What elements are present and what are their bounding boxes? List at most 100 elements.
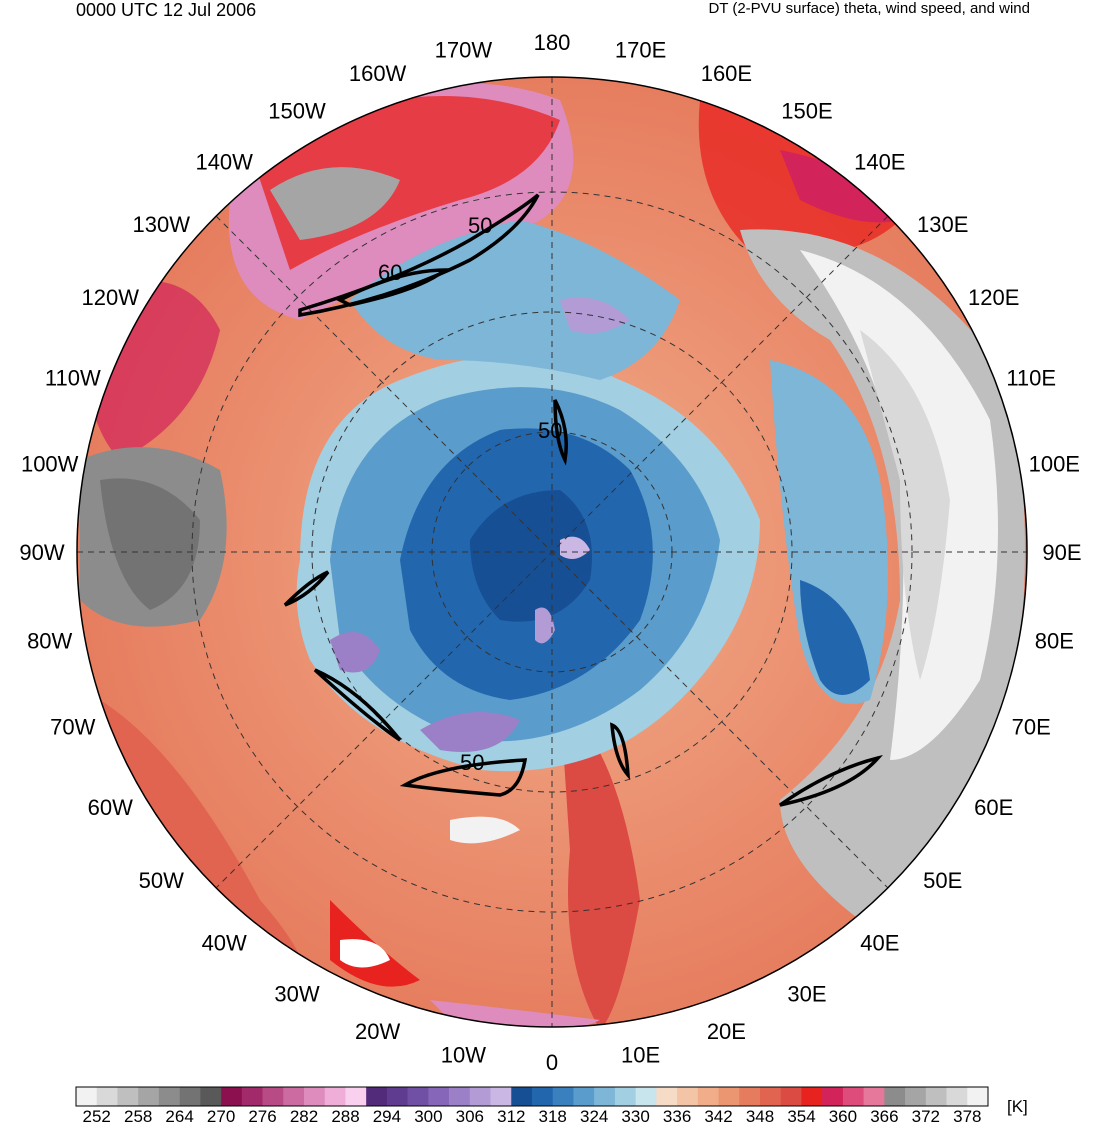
contour-label: 50 [538,418,562,443]
colorbar-swatch [221,1087,243,1106]
longitude-label: 170E [615,38,666,63]
colorbar-tick-label: 354 [787,1107,815,1126]
colorbar-swatch [760,1087,782,1106]
colorbar-swatch [262,1087,284,1106]
longitude-label: 140W [195,149,253,174]
longitude-label: 10W [441,1042,486,1067]
longitude-label: 180 [534,30,571,55]
longitude-label: 60W [88,795,133,820]
colorbar-swatch [324,1087,346,1106]
longitude-label: 60E [974,795,1013,820]
colorbar-tick-label: 318 [539,1107,567,1126]
longitude-label: 10E [621,1042,660,1067]
colorbar-swatch [697,1087,719,1106]
longitude-label: 80W [27,629,72,654]
colorbar-swatch [407,1087,429,1106]
longitude-label: 100E [1029,451,1080,476]
colorbar-tick-label: 324 [580,1107,608,1126]
longitude-label: 20W [355,1019,400,1044]
longitude-label: 140E [854,149,905,174]
longitude-label: 130E [917,212,968,237]
colorbar-swatch [884,1087,906,1106]
colorbar-swatch [304,1087,326,1106]
longitude-label: 50W [139,868,184,893]
longitude-label: 170W [435,38,493,63]
wind-speed-contours [283,193,884,807]
colorbar-swatch [200,1087,222,1106]
colorbar-swatch [780,1087,802,1106]
longitude-label: 110W [45,366,101,391]
colorbar-tick-label: 372 [912,1107,940,1126]
colorbar-tick-label: 336 [663,1107,691,1126]
colorbar-tick-label: 252 [83,1107,111,1126]
colorbar-swatch [822,1087,844,1106]
colorbar-swatch [469,1087,491,1106]
colorbar-swatch [614,1087,636,1106]
colorbar-tick-label: 378 [953,1107,981,1126]
colorbar-swatch [345,1087,367,1106]
colorbar-swatch [718,1087,740,1106]
colorbar-tick-label: 366 [870,1107,898,1126]
colorbar-tick-label: 270 [207,1107,235,1126]
colorbar-tick-label: 312 [497,1107,525,1126]
colorbar-tick-label: 330 [621,1107,649,1126]
colorbar-swatch [946,1087,968,1106]
colorbar-tick-label: 306 [456,1107,484,1126]
colorbar-swatch [76,1087,98,1106]
colorbar-swatch [677,1087,699,1106]
longitude-label: 130W [133,212,191,237]
longitude-label: 40E [860,931,899,956]
colorbar-tick-label: 282 [290,1107,318,1126]
colorbar-swatch [739,1087,761,1106]
longitude-label: 20E [707,1019,746,1044]
colorbar-unit: [K] [1007,1097,1028,1116]
contour-label: 60 [378,260,402,285]
colorbar-swatch [511,1087,533,1106]
colorbar-swatch [532,1087,554,1106]
longitude-label: 80E [1035,629,1074,654]
colorbar-tick-label: 288 [331,1107,359,1126]
colorbar-swatch [283,1087,305,1106]
colorbar-swatch [842,1087,864,1106]
contour-label: 50 [460,750,484,775]
colorbar-tick-label: 258 [124,1107,152,1126]
colorbar-swatch [967,1087,989,1106]
colorbar-swatch [594,1087,616,1106]
map-boundary [76,76,1028,1028]
longitude-label: 0 [546,1050,558,1075]
longitude-label: 70E [1012,714,1051,739]
colorbar-swatch [801,1087,823,1106]
map-description: DT (2-PVU surface) theta, wind speed, an… [708,0,1030,17]
colorbar-tick-label: 294 [373,1107,401,1126]
colorbar-swatch [573,1087,595,1106]
longitude-label: 90E [1042,540,1081,565]
colorbar-swatch [138,1087,160,1106]
longitude-label: 100W [21,451,79,476]
colorbar-tick-label: 348 [746,1107,774,1126]
map-datetime: 0000 UTC 12 Jul 2006 [76,0,257,20]
longitude-label: 110E [1006,366,1056,391]
colorbar-swatch [117,1087,139,1106]
longitude-label: 50E [923,868,962,893]
colorbar-swatch [552,1087,574,1106]
colorbar-swatch [366,1087,388,1106]
longitude-label: 150W [268,98,326,123]
colorbar-swatch [905,1087,927,1106]
longitude-label: 150E [781,98,832,123]
longitude-label: 30W [274,982,319,1007]
colorbar-swatch [96,1087,118,1106]
longitude-label: 120W [82,285,140,310]
colorbar-swatch [490,1087,512,1106]
colorbar-tick-label: 342 [704,1107,732,1126]
colorbar-swatch [656,1087,678,1106]
colorbar-swatch [179,1087,201,1106]
colorbar-swatch [449,1087,471,1106]
map-field [77,77,1027,1027]
graticule [77,77,1027,1027]
colorbar-swatch [863,1087,885,1106]
longitude-label: 160W [349,61,407,86]
longitude-label: 160E [701,61,752,86]
colorbar-tick-label: 360 [829,1107,857,1126]
colorbar-swatch [925,1087,947,1106]
